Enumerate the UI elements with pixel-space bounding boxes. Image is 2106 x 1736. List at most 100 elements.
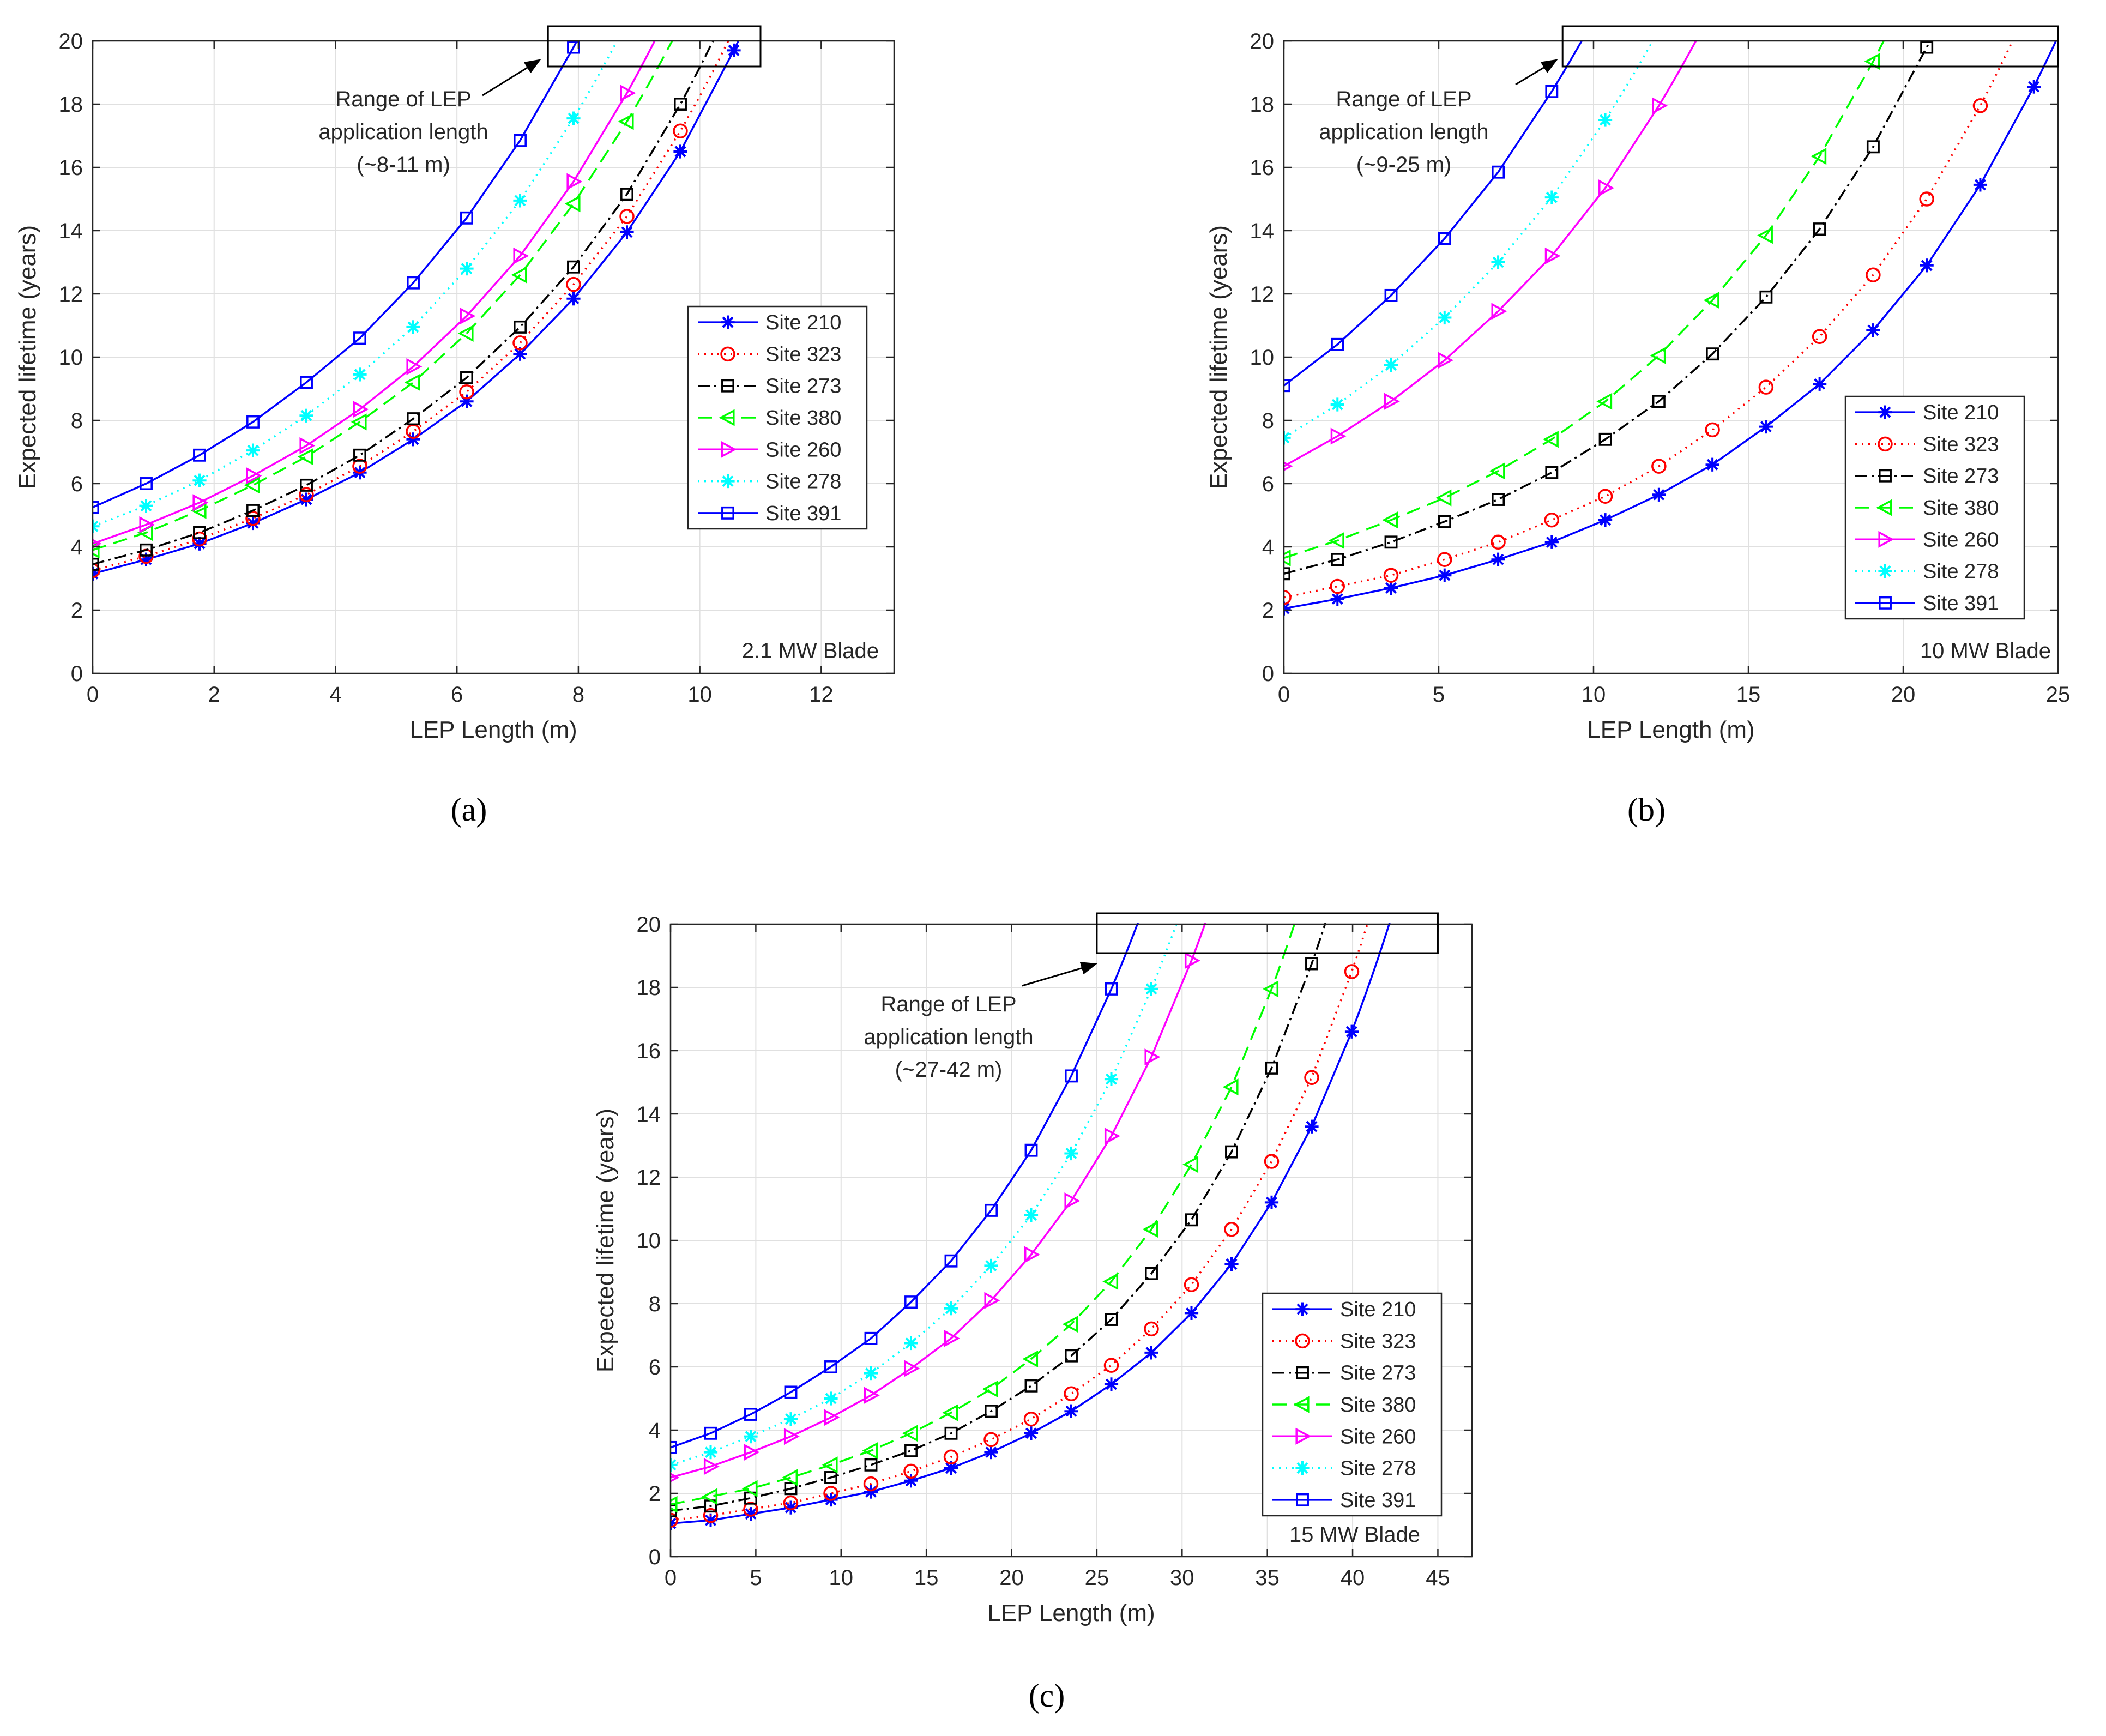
data-point [1492, 493, 1505, 506]
data-point [1264, 1154, 1280, 1169]
data-point [904, 1336, 918, 1351]
data-point [299, 408, 313, 423]
data-point [671, 1458, 678, 1472]
data-point [620, 85, 636, 102]
y-tick-label: 20 [59, 29, 83, 53]
legend-marker [1296, 1493, 1309, 1506]
legend-marker [1878, 405, 1892, 419]
data-point [1222, 1078, 1239, 1096]
data-point [1105, 1313, 1118, 1326]
series-line [671, 923, 1369, 1522]
data-point [567, 260, 580, 274]
lep-range-box [1096, 912, 1439, 954]
y-tick-label: 20 [1250, 29, 1275, 53]
data-point [741, 1480, 758, 1497]
legend-marker [721, 474, 735, 489]
data-point [93, 519, 100, 533]
data-point [1064, 1192, 1081, 1210]
legend-box [687, 305, 868, 530]
series-site-260 [671, 923, 1206, 1482]
data-point [1544, 512, 1560, 528]
legend-marker [1295, 1302, 1310, 1316]
data-point [985, 1203, 998, 1217]
legend-marker [1878, 564, 1892, 578]
y-tick-label: 16 [637, 1039, 661, 1063]
data-point [1438, 568, 1452, 582]
x-tick-label: 10 [687, 683, 712, 707]
y-tick-label: 16 [59, 156, 83, 180]
x-axis-label: LEP Length (m) [987, 1600, 1155, 1626]
data-point [1650, 347, 1666, 364]
data-point [1182, 1156, 1199, 1173]
data-point [1330, 427, 1347, 445]
data-point [1491, 303, 1507, 320]
data-point [1706, 347, 1719, 361]
legend: Site 210 Site 323 Site 273 Site 380 Site 260… [1844, 395, 2025, 620]
data-point [459, 384, 474, 400]
data-point [822, 1456, 838, 1474]
data-point [1344, 1024, 1359, 1039]
x-axis-label: LEP Length (m) [1587, 716, 1754, 743]
x-tick-label: 25 [1085, 1566, 1109, 1590]
x-tick-label: 2 [208, 683, 220, 707]
data-point [1305, 1119, 1319, 1134]
data-point [824, 1360, 837, 1373]
data-point [460, 211, 473, 225]
x-tick-label: 12 [809, 683, 834, 707]
y-tick-label: 14 [1250, 219, 1275, 243]
data-point [140, 477, 153, 490]
series-site-260 [1284, 40, 1698, 471]
data-point [727, 43, 741, 57]
data-point [1022, 1350, 1039, 1368]
data-point [353, 367, 367, 382]
series-site-273 [1284, 40, 1934, 581]
data-point [744, 1430, 758, 1444]
x-tick-label: 6 [451, 683, 463, 707]
legend-label: Site 273 [765, 375, 841, 398]
y-axis-label: Expected lifetime (years) [1205, 225, 1232, 489]
x-tick-label: 20 [999, 1566, 1024, 1590]
data-point [1651, 459, 1667, 474]
data-point [1545, 85, 1559, 98]
data-point [1024, 1426, 1039, 1440]
data-point [943, 1449, 959, 1465]
data-point [1225, 1145, 1238, 1159]
y-tick-label: 10 [637, 1229, 661, 1253]
x-tick-label: 0 [665, 1566, 677, 1590]
legend-marker [720, 346, 735, 362]
data-point [985, 1405, 998, 1418]
legend-label: Site 273 [1923, 465, 1999, 488]
y-tick-label: 2 [71, 599, 83, 623]
annotation-text: application length [1319, 120, 1488, 144]
data-point [1144, 1346, 1158, 1360]
data-point [1384, 535, 1398, 549]
data-point [824, 1391, 838, 1406]
data-point [864, 1366, 878, 1381]
annotation-arrow [482, 59, 541, 97]
data-point [1438, 515, 1451, 528]
data-point [904, 1360, 920, 1377]
data-point [671, 1512, 678, 1528]
data-point [1102, 1273, 1119, 1290]
data-point [513, 194, 527, 208]
data-point [1652, 395, 1666, 408]
data-point [783, 1495, 799, 1511]
data-point [1184, 1306, 1199, 1320]
data-point [1062, 1316, 1078, 1333]
series-line [671, 923, 1326, 1512]
y-tick-label: 0 [1262, 662, 1274, 686]
data-point [1330, 397, 1344, 412]
x-tick-label: 4 [329, 683, 341, 707]
data-point [1104, 1377, 1119, 1391]
data-point [246, 504, 260, 517]
data-point [1703, 292, 1719, 309]
data-point [1264, 1195, 1279, 1209]
annotation-text: application length [864, 1025, 1033, 1049]
data-point [1382, 511, 1398, 529]
data-point [904, 1444, 918, 1457]
legend-label: Site 273 [1340, 1362, 1416, 1385]
y-tick-label: 18 [1250, 93, 1275, 117]
legend-box [1844, 395, 2025, 620]
data-point [1142, 1221, 1158, 1238]
x-tick-label: 5 [1433, 683, 1445, 707]
